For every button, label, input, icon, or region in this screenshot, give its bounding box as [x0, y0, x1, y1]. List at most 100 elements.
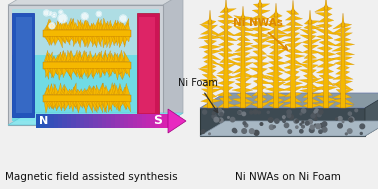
- Polygon shape: [300, 89, 308, 93]
- Polygon shape: [81, 101, 86, 110]
- Polygon shape: [65, 50, 71, 61]
- Polygon shape: [112, 36, 116, 46]
- Circle shape: [300, 113, 302, 115]
- Polygon shape: [270, 51, 274, 55]
- Polygon shape: [115, 68, 119, 80]
- Polygon shape: [262, 21, 268, 25]
- Polygon shape: [70, 101, 75, 112]
- Polygon shape: [228, 48, 232, 52]
- Polygon shape: [47, 36, 52, 41]
- Polygon shape: [220, 59, 224, 63]
- Polygon shape: [336, 52, 341, 56]
- Circle shape: [289, 115, 293, 119]
- Polygon shape: [77, 68, 82, 79]
- Polygon shape: [317, 64, 324, 67]
- Polygon shape: [333, 23, 341, 29]
- Polygon shape: [96, 19, 101, 29]
- Polygon shape: [228, 26, 232, 29]
- Polygon shape: [92, 68, 97, 79]
- Polygon shape: [220, 9, 224, 13]
- Polygon shape: [73, 50, 78, 61]
- Polygon shape: [46, 36, 51, 46]
- Polygon shape: [117, 36, 122, 46]
- Polygon shape: [129, 114, 133, 128]
- Polygon shape: [115, 52, 119, 61]
- Polygon shape: [328, 46, 333, 50]
- Polygon shape: [99, 83, 104, 94]
- Circle shape: [338, 117, 342, 121]
- Polygon shape: [40, 114, 45, 128]
- Polygon shape: [228, 59, 238, 63]
- Polygon shape: [67, 114, 71, 128]
- Circle shape: [232, 129, 236, 132]
- Polygon shape: [44, 101, 49, 113]
- Polygon shape: [295, 38, 301, 42]
- Polygon shape: [159, 114, 164, 128]
- Polygon shape: [47, 101, 52, 108]
- Circle shape: [287, 114, 291, 117]
- Polygon shape: [295, 49, 304, 53]
- Polygon shape: [67, 89, 71, 94]
- Circle shape: [245, 124, 248, 127]
- Circle shape: [218, 112, 222, 115]
- Polygon shape: [89, 114, 93, 128]
- Polygon shape: [278, 45, 287, 49]
- Polygon shape: [332, 99, 341, 103]
- Polygon shape: [212, 45, 221, 49]
- Circle shape: [349, 117, 354, 122]
- Polygon shape: [324, 6, 328, 108]
- Polygon shape: [278, 40, 285, 44]
- Circle shape: [300, 130, 303, 133]
- Polygon shape: [334, 38, 341, 42]
- Polygon shape: [75, 68, 80, 79]
- Polygon shape: [102, 114, 106, 128]
- Polygon shape: [284, 33, 291, 36]
- Polygon shape: [269, 103, 274, 107]
- Polygon shape: [91, 56, 96, 61]
- Polygon shape: [312, 45, 319, 49]
- Polygon shape: [212, 30, 221, 36]
- Polygon shape: [237, 37, 241, 41]
- Polygon shape: [70, 36, 75, 42]
- Polygon shape: [257, 3, 262, 108]
- Polygon shape: [12, 9, 159, 55]
- Circle shape: [217, 108, 222, 112]
- Polygon shape: [94, 52, 99, 61]
- Polygon shape: [212, 89, 222, 93]
- Circle shape: [347, 129, 352, 133]
- Polygon shape: [115, 85, 119, 94]
- Polygon shape: [91, 88, 96, 94]
- Polygon shape: [124, 114, 129, 128]
- Circle shape: [283, 120, 285, 122]
- Polygon shape: [291, 0, 294, 14]
- Polygon shape: [61, 101, 66, 109]
- Polygon shape: [98, 36, 102, 42]
- Polygon shape: [120, 21, 125, 29]
- Polygon shape: [123, 56, 128, 61]
- Polygon shape: [249, 74, 258, 78]
- Circle shape: [212, 112, 215, 115]
- Circle shape: [312, 112, 317, 117]
- Polygon shape: [235, 78, 241, 82]
- Circle shape: [120, 15, 127, 22]
- Polygon shape: [245, 27, 254, 31]
- Polygon shape: [200, 64, 208, 68]
- Polygon shape: [58, 114, 62, 128]
- Circle shape: [219, 118, 223, 122]
- Polygon shape: [262, 91, 267, 95]
- Polygon shape: [317, 46, 324, 50]
- Polygon shape: [265, 35, 274, 39]
- Polygon shape: [102, 101, 108, 112]
- Circle shape: [342, 121, 344, 123]
- Polygon shape: [57, 101, 62, 111]
- Polygon shape: [168, 109, 186, 133]
- Polygon shape: [91, 101, 97, 113]
- Polygon shape: [232, 57, 241, 61]
- Circle shape: [316, 124, 321, 129]
- Polygon shape: [278, 24, 286, 28]
- Polygon shape: [218, 20, 224, 24]
- Polygon shape: [262, 101, 271, 107]
- Polygon shape: [218, 42, 224, 46]
- Polygon shape: [345, 57, 352, 60]
- Polygon shape: [54, 68, 59, 74]
